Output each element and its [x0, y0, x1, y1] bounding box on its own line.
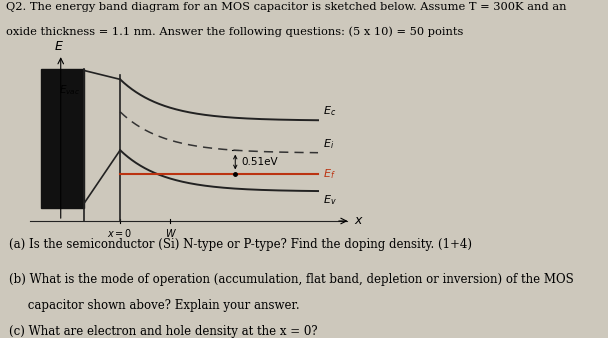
Text: 0.51eV: 0.51eV [242, 157, 278, 167]
Text: $x$: $x$ [354, 215, 364, 227]
Text: $E_f$: $E_f$ [323, 167, 336, 181]
Text: $E_i$: $E_i$ [323, 137, 334, 151]
Text: $x=0$: $x=0$ [108, 227, 133, 240]
Text: $E$: $E$ [54, 40, 64, 53]
Bar [41, 69, 84, 208]
Text: Q2. The energy band diagram for an MOS capacitor is sketched below. Assume T = 3: Q2. The energy band diagram for an MOS c… [6, 2, 567, 12]
Text: (c) What are electron and hole density at the x = 0?: (c) What are electron and hole density a… [9, 324, 318, 338]
Text: $E_{vac}$: $E_{vac}$ [60, 83, 80, 97]
Text: $E_c$: $E_c$ [323, 104, 337, 118]
Text: (b) What is the mode of operation (accumulation, flat band, depletion or inversi: (b) What is the mode of operation (accum… [9, 273, 574, 286]
Text: $E_v$: $E_v$ [323, 193, 337, 207]
Text: $W$: $W$ [165, 227, 176, 240]
Text: (a) Is the semiconductor (Si) N-type or P-type? Find the doping density. (1+4): (a) Is the semiconductor (Si) N-type or … [9, 238, 472, 250]
Text: capacitor shown above? Explain your answer.: capacitor shown above? Explain your answ… [9, 299, 300, 312]
Text: oxide thickness = 1.1 nm. Answer the following questions: (5 x 10) = 50 points: oxide thickness = 1.1 nm. Answer the fol… [6, 26, 463, 37]
